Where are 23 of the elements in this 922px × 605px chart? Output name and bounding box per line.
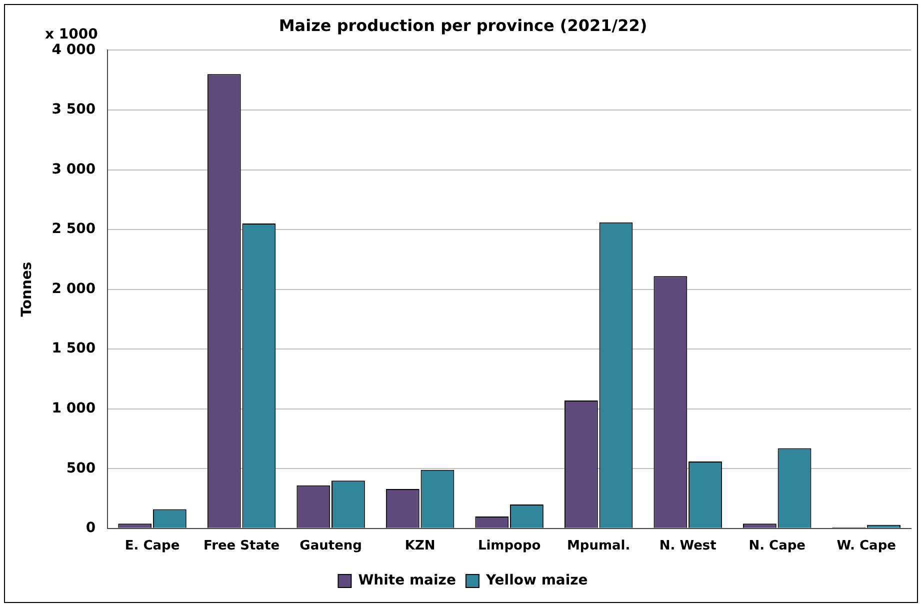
x-tick-label: KZN [404,538,436,554]
y-tick-label: 3 500 [52,102,96,118]
y-tick-label: 2 500 [52,221,96,238]
y-tick-label: 1 500 [52,340,96,357]
y-tick-label: 4 000 [52,42,96,58]
x-tick-label: Free State [204,538,280,554]
x-tick-label: W. Cape [836,538,896,554]
y-tick-label: 2 000 [52,280,96,297]
y-tick-label: 3 000 [52,161,96,178]
x-tick-label: Gauteng [300,538,362,554]
y-tick-label: 500 [66,460,96,476]
x-tick-label: E. Cape [124,538,180,554]
y-tick-label: 0 [86,520,96,536]
x-tick-label: N. Cape [748,538,806,554]
legend-label: White maize [358,572,456,589]
x-tick-label: Limpopo [478,538,541,554]
y-tick-label: 1 000 [52,400,96,416]
x-tick-label: Mpumal. [566,538,630,554]
legend-label: Yellow maize [484,572,588,589]
y-axis-title: Tonnes [19,262,36,317]
x-tick-label: N. West [659,538,716,554]
text: x 1000 [45,26,98,43]
chart-title: Maize production per province (2021/22) [278,16,648,35]
